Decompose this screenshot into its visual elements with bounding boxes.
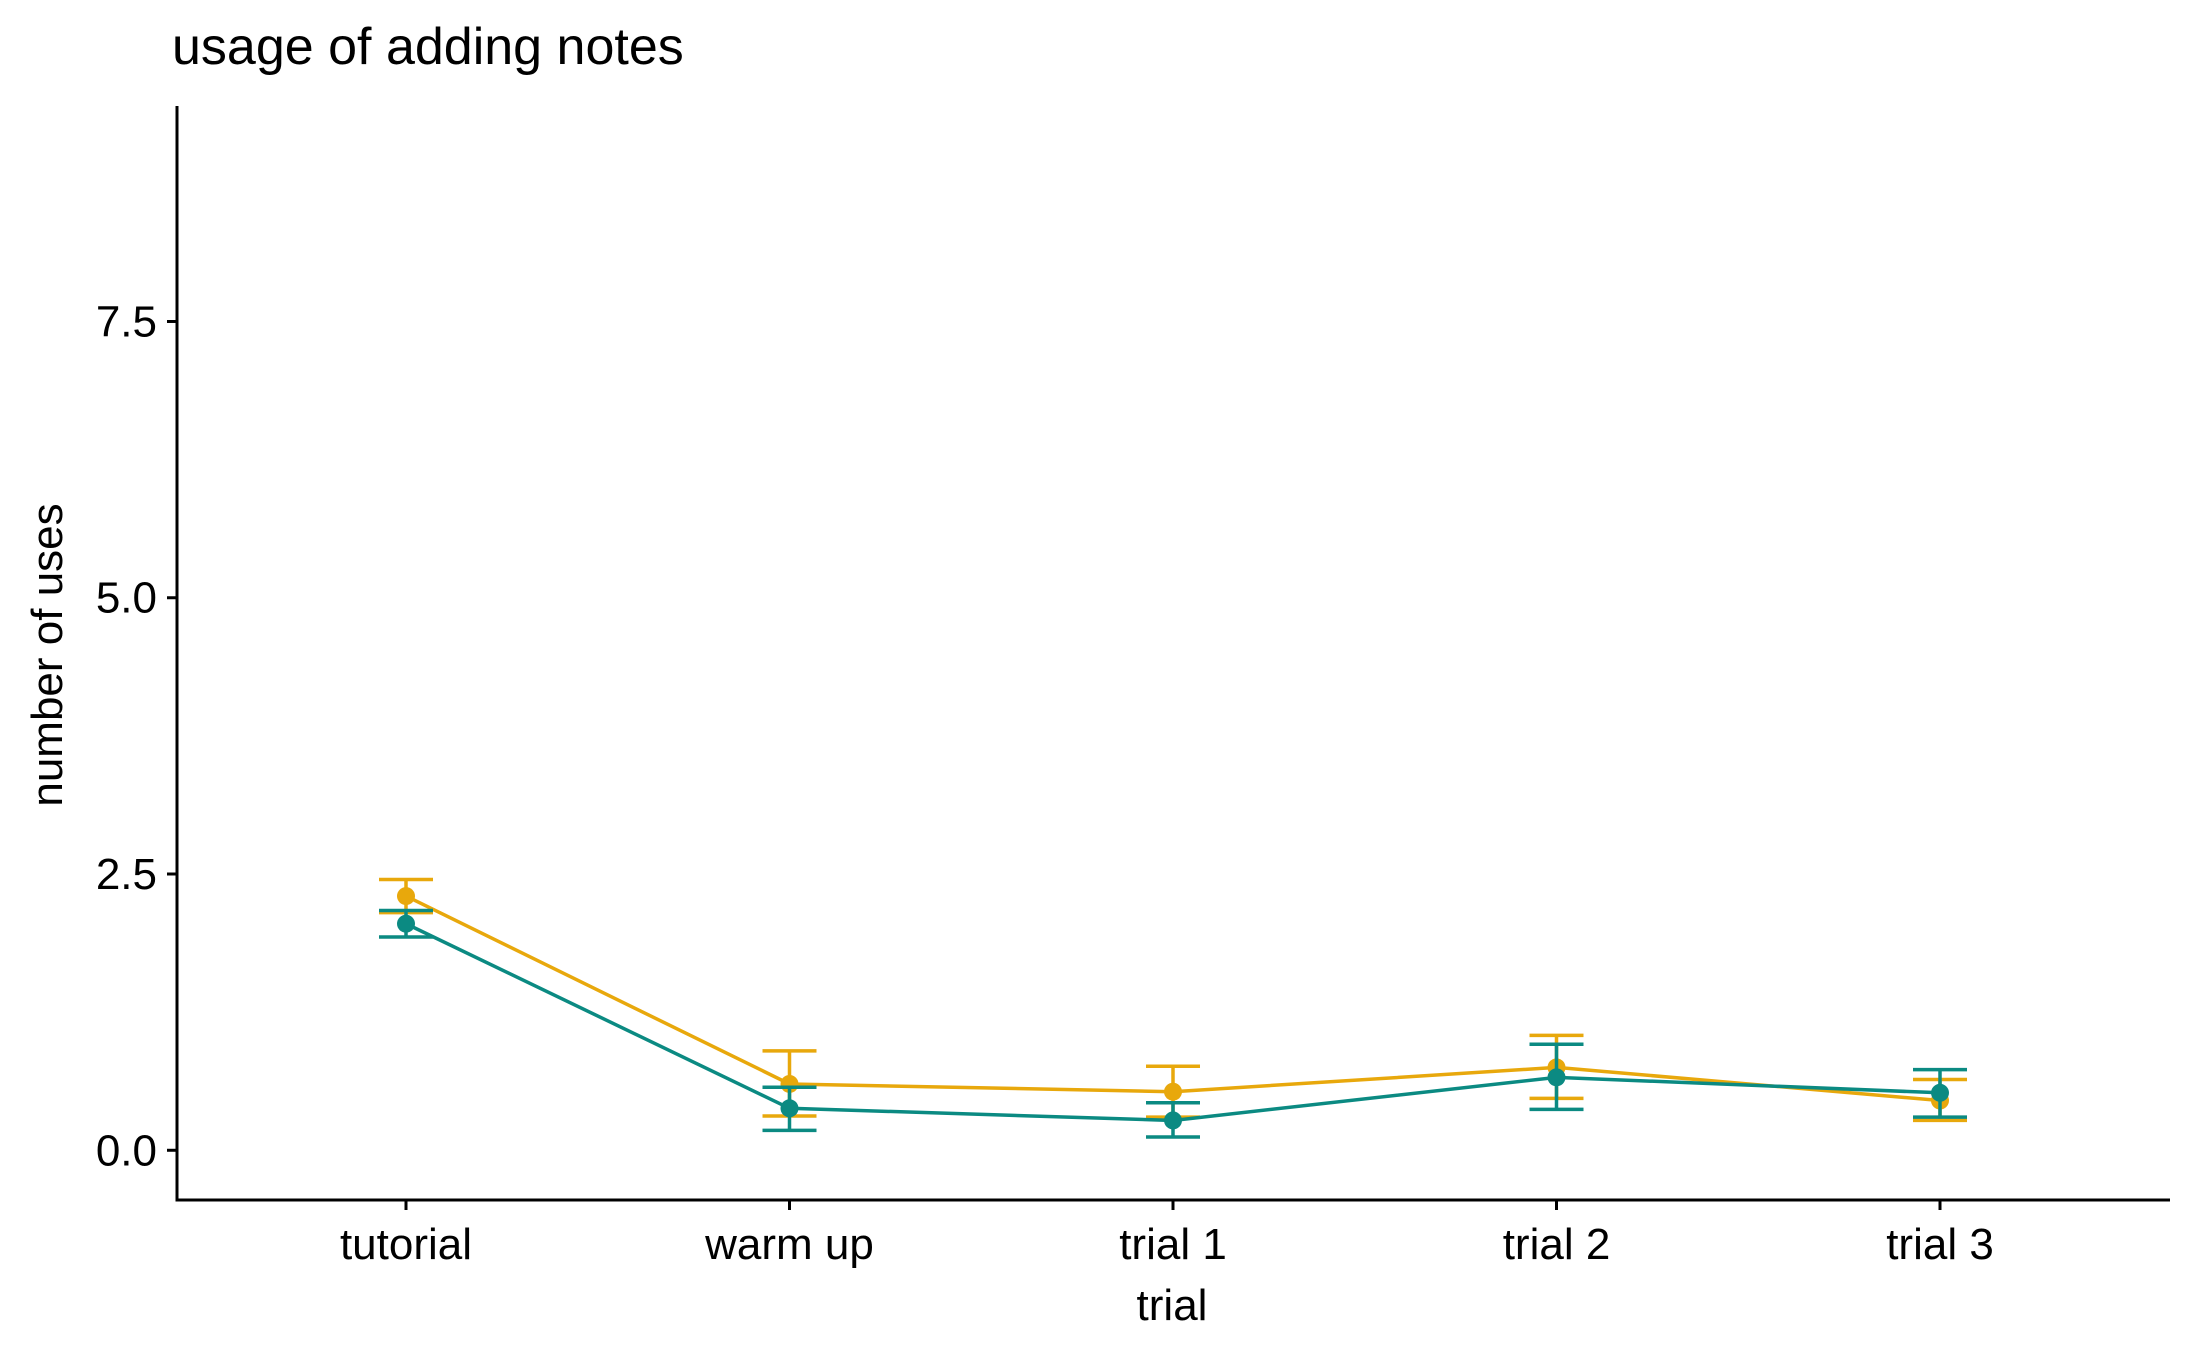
plot-area: 0.0 2.5 5.0 7.5 tutorial warm up trial 1 trial…	[96, 106, 2170, 1269]
data-point	[397, 887, 415, 906]
y-tick-label: 7.5	[96, 297, 157, 346]
y-tick-label: 0.0	[96, 1126, 157, 1175]
x-axis-title: trial	[1137, 1281, 1208, 1330]
chart-title: usage of adding notes	[172, 18, 684, 76]
y-axis-ticks: 0.0 2.5 5.0 7.5	[96, 297, 177, 1175]
y-axis-title: number of uses	[23, 503, 72, 806]
series-group	[379, 877, 1967, 1139]
data-point	[1547, 1068, 1566, 1087]
series-2	[379, 908, 1967, 1139]
x-tick-label: trial 2	[1503, 1220, 1611, 1269]
x-tick-label: warm up	[704, 1220, 874, 1269]
x-axis-ticks: tutorial warm up trial 1 trial 2 trial 3	[340, 1200, 1994, 1269]
x-tick-label: trial 1	[1119, 1220, 1227, 1269]
data-point	[397, 914, 415, 933]
data-point	[1931, 1083, 1949, 1102]
data-point	[1164, 1082, 1182, 1101]
y-tick-label: 2.5	[96, 850, 157, 899]
data-point	[1164, 1111, 1182, 1130]
x-tick-label: tutorial	[340, 1220, 472, 1269]
y-tick-label: 5.0	[96, 574, 157, 623]
data-point	[780, 1099, 799, 1118]
x-tick-label: trial 3	[1886, 1220, 1994, 1269]
